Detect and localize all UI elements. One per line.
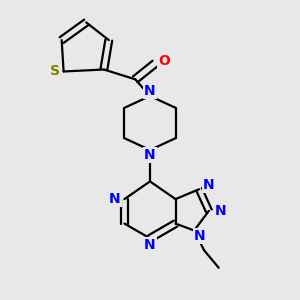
Text: N: N [203,178,215,192]
Text: N: N [109,192,121,206]
Text: N: N [144,238,156,252]
Text: N: N [144,84,156,98]
Text: N: N [194,230,206,243]
Text: S: S [50,64,60,79]
Text: N: N [215,204,226,218]
Text: N: N [144,148,156,162]
Text: O: O [158,54,170,68]
